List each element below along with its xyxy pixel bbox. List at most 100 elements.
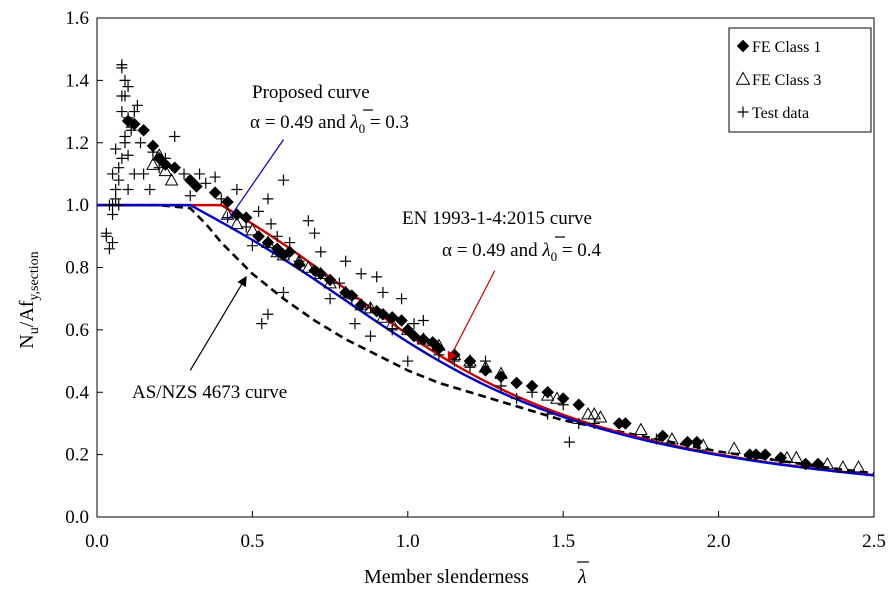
- fe-class-3-point: [789, 450, 804, 464]
- data-points: [100, 59, 866, 473]
- fe-class-3-point: [230, 216, 244, 230]
- x-tick-label: 1.5: [551, 531, 575, 552]
- test-data-point: [184, 190, 196, 202]
- fe-class-3-point: [820, 456, 835, 470]
- test-data-point: [107, 237, 119, 249]
- fe-class-3-point: [587, 407, 602, 420]
- x-tick-label: 2.0: [707, 531, 731, 552]
- x-tick-label: 0.5: [241, 531, 265, 552]
- x-tick-label: 2.5: [862, 531, 886, 552]
- x-tick-label: 0.0: [85, 531, 109, 552]
- fe-class-1-point: [252, 229, 265, 243]
- test-data-point: [302, 215, 314, 227]
- fe-class-1-point: [407, 329, 421, 343]
- y-tick-label: 1.4: [65, 70, 89, 91]
- fe-class-1-point: [525, 379, 539, 393]
- y-label-sub1: u: [27, 327, 42, 334]
- fe-class-3-point: [301, 260, 316, 273]
- test-data-point: [262, 193, 274, 205]
- test-data-point: [271, 230, 283, 242]
- test-data-point: [408, 318, 420, 330]
- annotation-asnzs-title: AS/NZS 4673 curve: [132, 382, 287, 403]
- fe-class-1-point: [479, 364, 492, 377]
- y-tick-label: 0.4: [65, 382, 89, 403]
- test-data-point: [110, 193, 122, 205]
- fe-class-3-point: [363, 301, 378, 314]
- test-data-point: [107, 208, 119, 220]
- test-data-point: [349, 318, 361, 330]
- fe-class-3-point: [245, 223, 260, 236]
- test-data-point: [144, 184, 156, 196]
- en-pointer-arrow: [447, 270, 496, 362]
- test-data-point: [100, 227, 112, 239]
- test-data-point: [265, 218, 277, 230]
- test-data-point: [371, 271, 383, 283]
- fe-class-1-point: [159, 158, 172, 171]
- test-data-point: [542, 408, 554, 420]
- fe-class-1-point: [261, 236, 275, 249]
- fe-class-1-point: [774, 451, 788, 465]
- y-label-main: N: [16, 334, 38, 348]
- legend-marker-diamond: [736, 39, 750, 53]
- fe-class-1-point: [432, 342, 446, 355]
- test-data-point: [396, 293, 408, 305]
- test-data-point: [131, 99, 143, 111]
- fe-class-1-point: [292, 258, 306, 271]
- fe-class-1-point: [572, 398, 586, 412]
- test-data-point: [333, 277, 345, 289]
- fe-class-3-point: [146, 157, 160, 170]
- test-data-point: [116, 59, 128, 71]
- fe-class-1-point: [426, 335, 440, 349]
- fe-class-3-point: [665, 432, 679, 445]
- legend-marker-plus: [737, 106, 749, 118]
- test-data-point: [277, 286, 289, 298]
- fe-class-1-point: [656, 429, 670, 443]
- test-data-point: [573, 417, 585, 429]
- test-data-point: [128, 106, 140, 118]
- test-data-point: [209, 171, 221, 183]
- test-data-point: [253, 205, 265, 217]
- test-data-point: [588, 417, 600, 429]
- asnzs-pointer-arrow: [189, 275, 247, 371]
- fe-class-1-point: [416, 332, 430, 346]
- test-data-point: [277, 174, 289, 186]
- x-axis-symbol: λ: [577, 561, 589, 588]
- proposed-pointer-line: [227, 139, 284, 222]
- test-data-point: [231, 184, 243, 196]
- test-data-point: [138, 168, 150, 180]
- curve-proposed: [97, 203, 875, 477]
- test-data-point: [103, 199, 115, 211]
- test-data-point: [113, 174, 125, 186]
- test-data-point: [178, 168, 190, 180]
- fe-class-1-point: [619, 417, 632, 430]
- axes: 0.0 0.5 1.0 1.5 2.0 2.5 0.0 0.2 0.4 0.6 0.8 1.0 1.2 1…: [65, 8, 886, 552]
- y-tick-label: 1.2: [65, 133, 89, 154]
- fe-class-1-point: [190, 180, 203, 193]
- test-data-point: [256, 318, 268, 330]
- fe-class-1-point: [270, 242, 284, 256]
- fe-class-1-point: [239, 211, 253, 224]
- annotation-proposed-params: α = 0.49 and λ0 = 0.3: [250, 112, 409, 136]
- fe-class-1-point: [385, 311, 399, 324]
- test-data-point: [377, 286, 389, 298]
- fe-class-1-point: [168, 161, 182, 175]
- test-data-point: [169, 131, 181, 143]
- test-data-point: [107, 168, 119, 180]
- fe-class-3-point: [593, 410, 608, 423]
- x-tick-label: 1.0: [396, 531, 420, 552]
- test-data-point: [246, 240, 258, 252]
- fe-class-3-point: [836, 460, 850, 473]
- y-tick-label: 1.0: [65, 195, 89, 216]
- legend-marker-triangle: [735, 71, 751, 85]
- fe-class-1-point: [137, 123, 150, 137]
- test-data-point: [355, 268, 367, 280]
- fe-class-1-point: [448, 348, 461, 362]
- test-data-point: [122, 184, 134, 196]
- test-data-point: [511, 392, 523, 404]
- y-tick-label: 0.2: [65, 445, 89, 466]
- fe-class-1-point: [401, 323, 415, 337]
- y-axis-title: Nu/Afy,section: [16, 251, 42, 348]
- fe-class-1-point: [152, 151, 166, 165]
- annotation-en-title: EN 1993-1-4:2015 curve: [402, 208, 592, 229]
- fe-class-3-point: [851, 460, 866, 473]
